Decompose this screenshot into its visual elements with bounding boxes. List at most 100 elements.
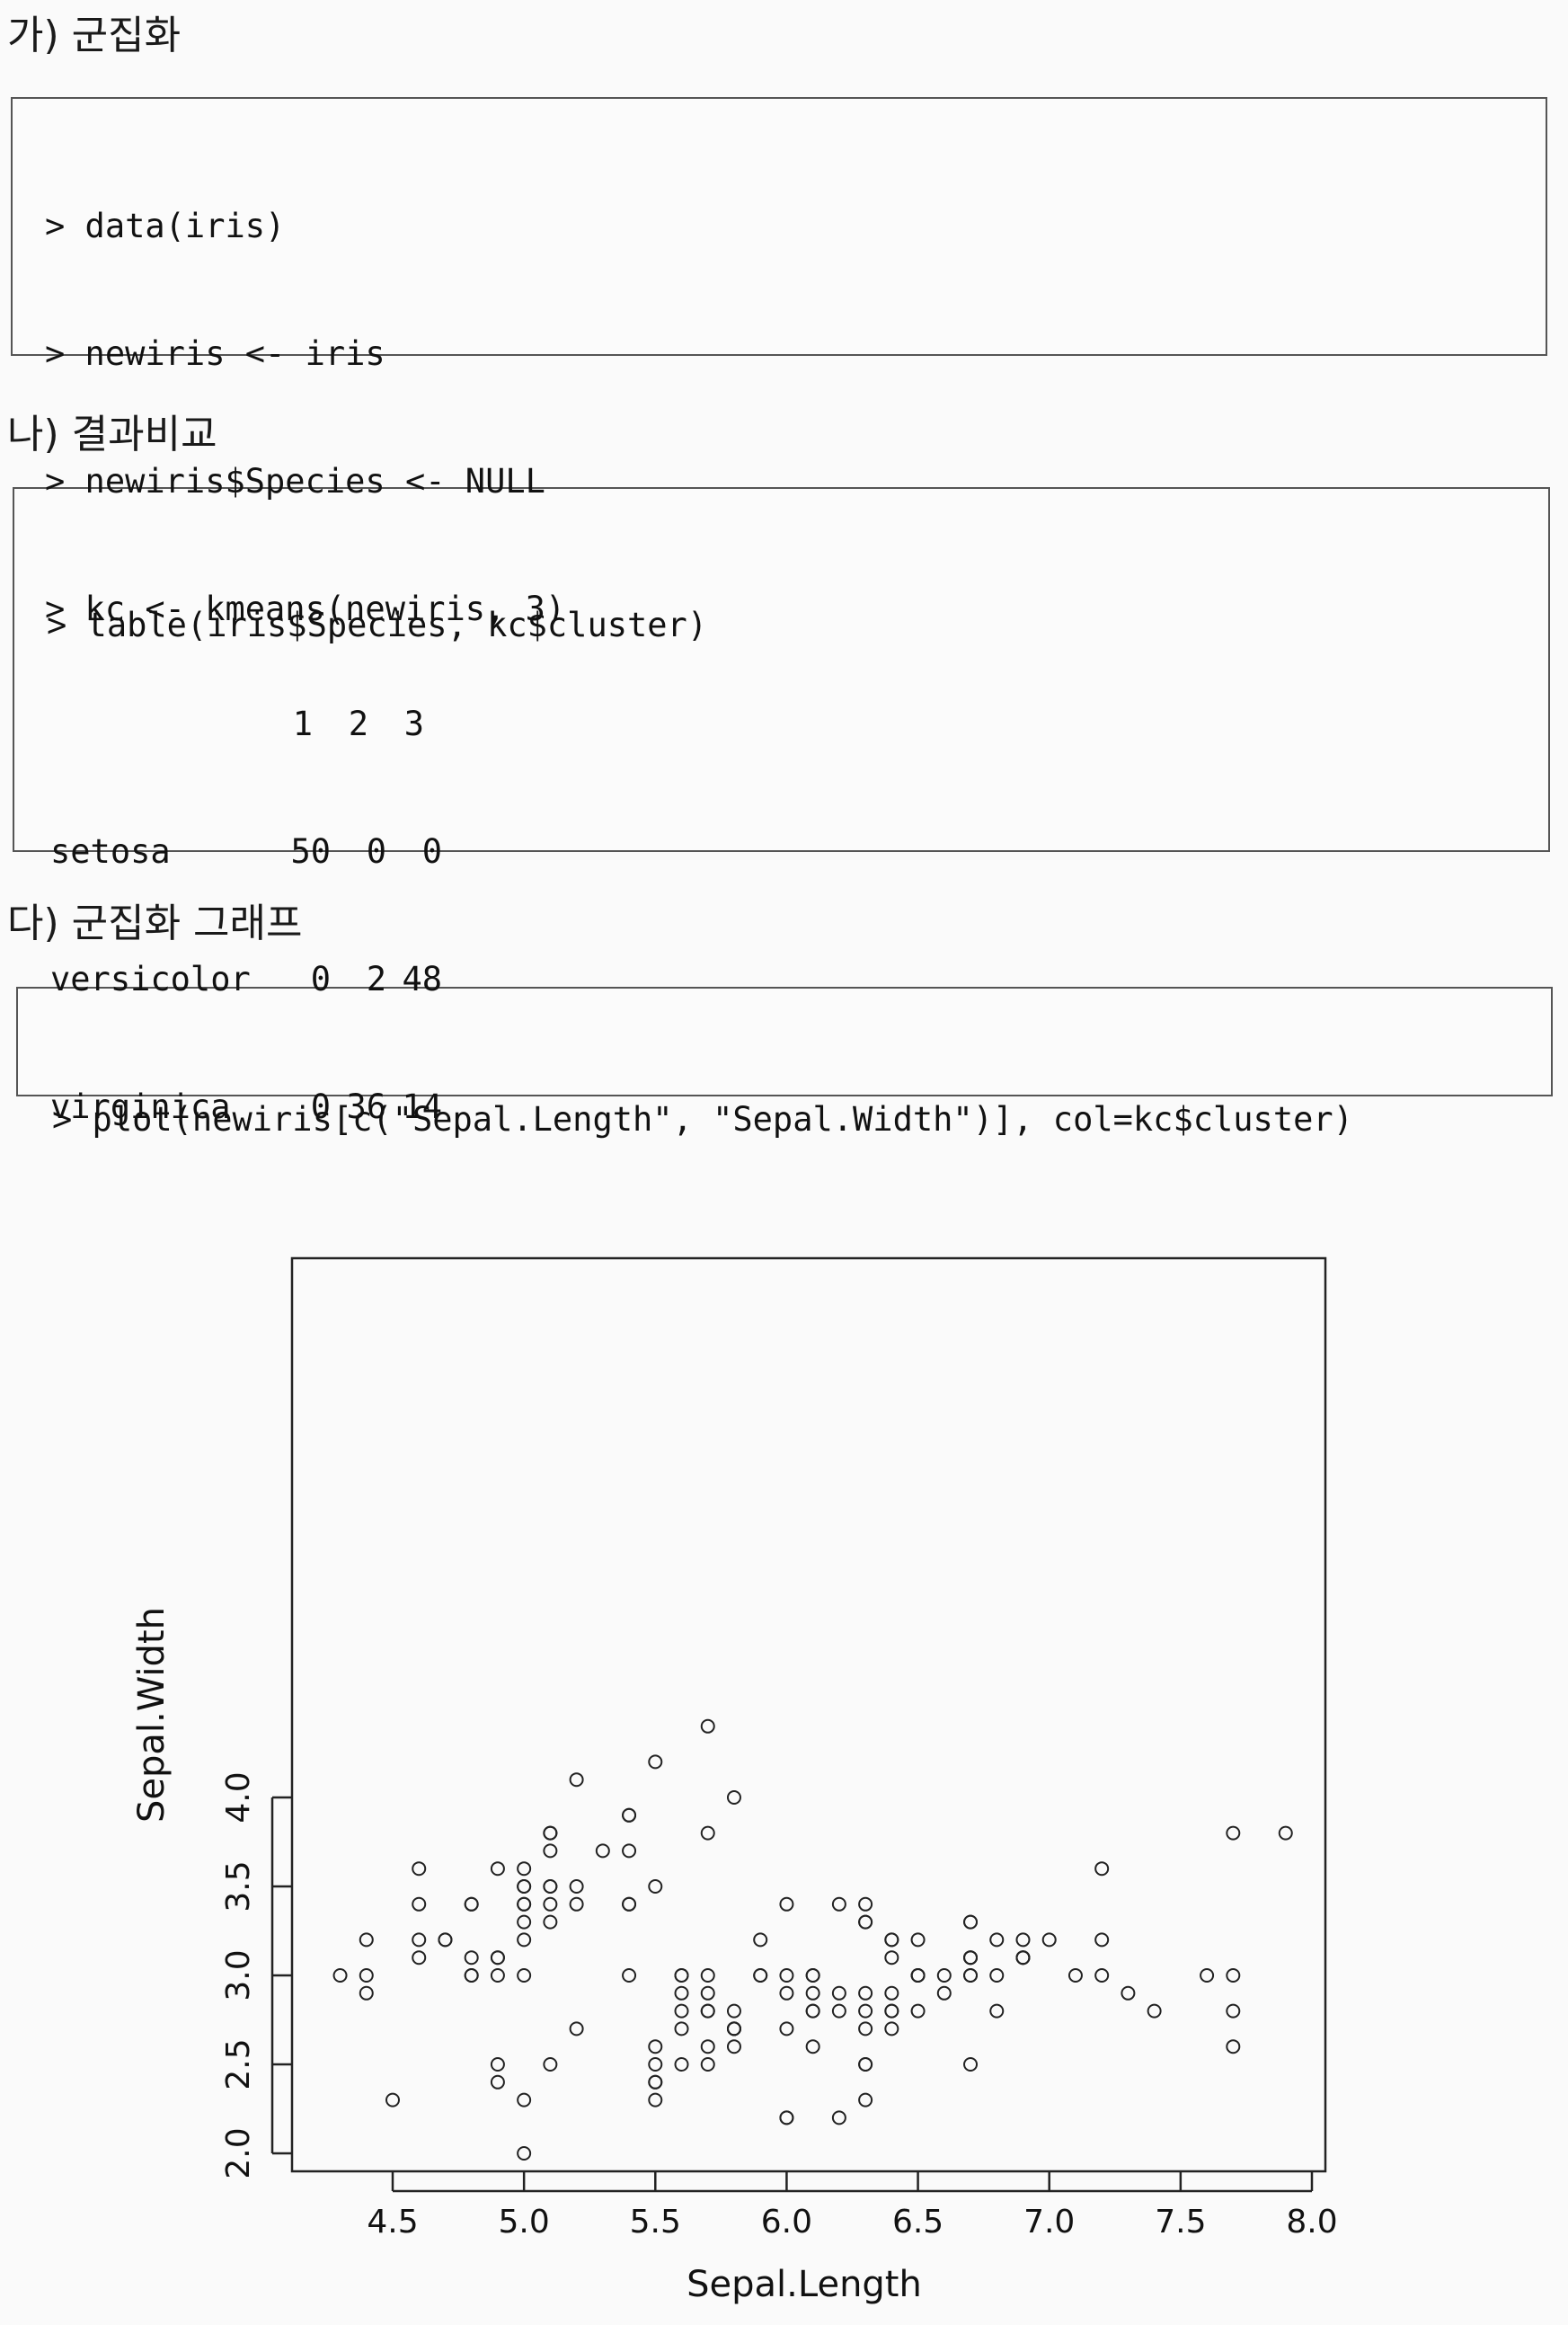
data-point	[753, 1968, 768, 1983]
data-point	[359, 1932, 374, 1948]
data-point	[936, 1968, 952, 1983]
scatter-plot: 4.5 5.0 5.5 6.0 6.5 7.0 7.5 8.0 2.0 2.5 3.0 3.5 4.0…	[131, 1256, 1338, 2305]
table-cell: 0	[366, 832, 386, 871]
data-point	[490, 1950, 505, 1966]
data-point	[648, 2074, 663, 2090]
data-point	[831, 1985, 846, 2001]
data-point	[805, 2003, 820, 2019]
data-point	[359, 1968, 374, 1983]
code-lines-clustering: > data(iris) > newiris <- iris > newiris…	[45, 124, 565, 673]
y-tick-label: 2.0	[220, 2127, 257, 2179]
data-point	[858, 2057, 873, 2072]
data-point	[1094, 1968, 1110, 1983]
data-point	[412, 1950, 427, 1966]
data-point	[517, 1932, 532, 1948]
table-cell: 0	[310, 960, 331, 998]
data-point	[884, 1985, 899, 2001]
data-point	[517, 2146, 532, 2161]
data-point	[648, 1754, 663, 1770]
data-point	[884, 1950, 899, 1966]
data-point	[1041, 1932, 1057, 1948]
y-tick-label: 3.0	[220, 1949, 257, 2001]
data-point	[831, 1896, 846, 1912]
data-point	[359, 1985, 374, 2001]
data-point	[622, 1896, 637, 1912]
code-block-plot	[16, 987, 1553, 1096]
data-point	[674, 1985, 689, 2001]
data-point	[910, 2003, 926, 2019]
data-point	[517, 2092, 532, 2108]
data-point	[805, 1968, 820, 1983]
data-point	[858, 2003, 873, 2019]
data-point	[858, 1914, 873, 1930]
data-point	[648, 2057, 663, 2072]
data-point	[543, 1879, 558, 1894]
data-point	[622, 1968, 637, 1983]
data-point	[569, 1772, 584, 1788]
data-point	[1067, 1968, 1083, 1983]
data-point	[989, 1968, 1005, 1983]
data-point	[412, 1896, 427, 1912]
code-line: > data(iris)	[45, 207, 286, 245]
data-point	[831, 2003, 846, 2019]
section-heading-comparison: 나) 결과비교	[7, 412, 217, 457]
data-point	[543, 1825, 558, 1841]
data-point	[674, 2003, 689, 2019]
data-point	[910, 1932, 926, 1948]
data-point	[779, 2110, 794, 2125]
data-point	[1147, 2003, 1162, 2019]
table-row: virginica 0 36 14	[50, 1082, 442, 1132]
data-point	[936, 1985, 952, 2001]
data-point	[517, 1896, 532, 1912]
data-point	[726, 1790, 741, 1805]
data-point	[412, 1932, 427, 1948]
data-point	[884, 2021, 899, 2037]
data-point	[700, 1968, 715, 1983]
data-point	[569, 2021, 584, 2037]
code-line: > kc <- kmeans(newiris, 3)	[45, 590, 566, 628]
table-row: setosa 50 0 0	[50, 827, 442, 877]
x-tick-label: 7.0	[1023, 2204, 1075, 2241]
data-point	[989, 2003, 1005, 2019]
data-point	[700, 2057, 715, 2072]
data-point	[805, 2039, 820, 2054]
data-point	[726, 2039, 741, 2054]
data-point	[1226, 2039, 1241, 2054]
data-point	[385, 2092, 400, 2108]
data-point	[490, 2074, 505, 2090]
data-point	[674, 2021, 689, 2037]
code-line: > table(iris$Species, kc$cluster)	[47, 606, 708, 644]
data-point	[332, 1968, 348, 1983]
code-line: > plot(newiris[c("Sepal.Length", "Sepal.…	[52, 1100, 1353, 1139]
x-tick-label: 8.0	[1286, 2204, 1337, 2241]
table-cell: 14	[402, 1087, 442, 1126]
x-tick-label: 4.5	[367, 2204, 418, 2241]
code-lines-comparison: > table(iris$Species, kc$cluster)	[47, 523, 707, 689]
data-point	[648, 2039, 663, 2054]
data-point	[963, 1968, 979, 1983]
data-point	[963, 2057, 979, 2072]
x-tick-label: 7.5	[1155, 2204, 1206, 2241]
data-point	[1015, 1932, 1031, 1948]
table-row: versicolor 0 2 48	[50, 954, 442, 1005]
data-point	[1094, 1932, 1110, 1948]
data-point	[622, 1807, 637, 1823]
data-point	[517, 1914, 532, 1930]
section-heading-clustering: 가) 군집화	[7, 13, 182, 58]
code-block-comparison	[13, 487, 1550, 852]
data-point	[831, 2110, 846, 2125]
y-tick-label: 4.0	[220, 1771, 257, 1823]
data-point	[963, 1914, 979, 1930]
code-line: > newiris$Species <- NULL	[45, 462, 545, 501]
data-point	[700, 1718, 715, 1734]
data-point	[543, 1914, 558, 1930]
table-cell: 48	[402, 960, 442, 998]
data-point	[438, 1932, 453, 1948]
data-point	[753, 1932, 768, 1948]
data-point	[490, 2057, 505, 2072]
data-point	[517, 1968, 532, 1983]
data-point	[779, 2021, 794, 2037]
data-point	[858, 1985, 873, 2001]
data-point	[517, 1861, 532, 1877]
